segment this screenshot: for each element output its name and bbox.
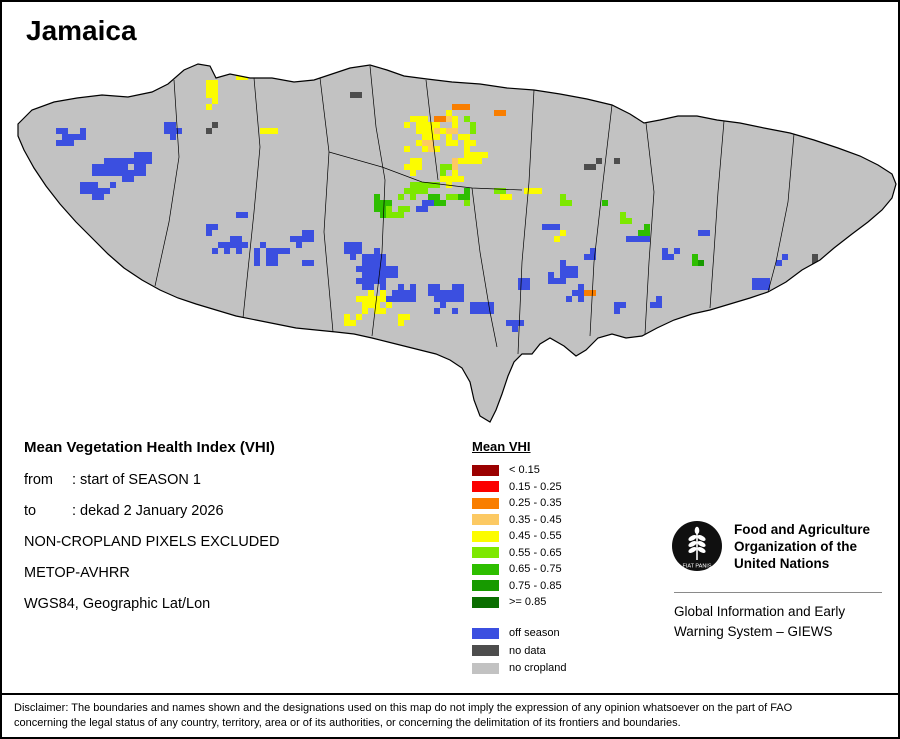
fao-giews-divider bbox=[674, 592, 882, 593]
legend-swatch bbox=[472, 497, 499, 509]
fao-block: FIAT PANIS Food and Agriculture Organiza… bbox=[670, 519, 870, 573]
legend-label: 0.35 - 0.45 bbox=[509, 513, 562, 526]
fao-logo-motto: FIAT PANIS bbox=[682, 564, 711, 570]
legend-swatch bbox=[472, 580, 499, 592]
island-fill bbox=[18, 64, 896, 422]
info-exclusion: NON-CROPLAND PIXELS EXCLUDED bbox=[24, 534, 280, 550]
legend-row: 0.75 - 0.85 bbox=[472, 578, 567, 595]
legend-swatch bbox=[472, 547, 499, 559]
disclaimer-line: Disclaimer: The boundaries and names sho… bbox=[14, 702, 793, 714]
legend-swatch bbox=[472, 464, 499, 476]
legend-class-list: < 0.15 0.15 - 0.25 0.25 - 0.35 0.35 - 0.45 0… bbox=[472, 462, 567, 611]
legend-row: 0.65 - 0.75 bbox=[472, 561, 567, 578]
legend-swatch bbox=[472, 481, 499, 493]
map-info-block: Mean Vegetation Health Index (VHI) from … bbox=[24, 439, 454, 627]
legend-label: no cropland bbox=[509, 662, 567, 675]
legend-swatch bbox=[472, 662, 499, 674]
giews-line: Global Information and Early bbox=[674, 604, 846, 619]
map-title: Jamaica bbox=[26, 15, 137, 46]
legend-swatch bbox=[472, 627, 499, 639]
disclaimer-line: concerning the legal status of any count… bbox=[14, 717, 681, 729]
legend-row: < 0.15 bbox=[472, 462, 567, 479]
legend-label: 0.55 - 0.65 bbox=[509, 546, 562, 559]
legend-swatch bbox=[472, 563, 499, 575]
parish-boundaries bbox=[154, 65, 795, 355]
info-projection: WGS84, Geographic Lat/Lon bbox=[24, 596, 211, 612]
giews-line: Warning System – GIEWS bbox=[674, 624, 833, 639]
legend-row: >= 0.85 bbox=[472, 594, 567, 611]
fao-name-line: United Nations bbox=[734, 555, 830, 571]
info-to-value: : dekad 2 January 2026 bbox=[72, 503, 224, 519]
info-sensor: METOP-AVHRR bbox=[24, 565, 130, 581]
legend-label: >= 0.85 bbox=[509, 596, 547, 609]
wheat-ear-icon bbox=[688, 526, 706, 560]
giews-text: Global Information and Early Warning Sys… bbox=[674, 602, 845, 642]
fao-name: Food and Agriculture Organization of the… bbox=[734, 521, 870, 572]
legend-row: 0.45 - 0.55 bbox=[472, 528, 567, 545]
legend-swatch bbox=[472, 645, 499, 657]
legend-row: 0.35 - 0.45 bbox=[472, 512, 567, 529]
info-from-row: from : start of SEASON 1 bbox=[24, 472, 454, 488]
info-heading: Mean Vegetation Health Index (VHI) bbox=[24, 439, 275, 456]
fao-name-line: Organization of the bbox=[734, 538, 857, 554]
fao-logo: FIAT PANIS bbox=[672, 521, 722, 571]
jamaica-map bbox=[17, 63, 897, 423]
info-to-row: to : dekad 2 January 2026 bbox=[24, 503, 454, 519]
legend-label: off season bbox=[509, 627, 560, 640]
legend-row: off season bbox=[472, 625, 567, 643]
vhi-legend: Mean VHI < 0.15 0.15 - 0.25 0.25 - 0.35 0.3… bbox=[472, 439, 567, 677]
legend-label: 0.45 - 0.55 bbox=[509, 530, 562, 543]
info-to-label: to bbox=[24, 503, 37, 519]
legend-label: 0.25 - 0.35 bbox=[509, 497, 562, 510]
legend-label: < 0.15 bbox=[509, 464, 540, 477]
legend-label: no data bbox=[509, 644, 546, 657]
fao-name-line: Food and Agriculture bbox=[734, 521, 870, 537]
legend-row: no data bbox=[472, 642, 567, 660]
legend-row: 0.15 - 0.25 bbox=[472, 479, 567, 496]
legend-label: 0.15 - 0.25 bbox=[509, 480, 562, 493]
legend-label: 0.65 - 0.75 bbox=[509, 563, 562, 576]
legend-swatch bbox=[472, 514, 499, 526]
island-outline bbox=[17, 63, 897, 423]
info-from-label: from bbox=[24, 472, 53, 488]
disclaimer: Disclaimer: The boundaries and names sho… bbox=[2, 693, 898, 731]
legend-row: 0.55 - 0.65 bbox=[472, 545, 567, 562]
legend-swatch bbox=[472, 530, 499, 542]
legend-title: Mean VHI bbox=[472, 439, 531, 454]
legend-label: 0.75 - 0.85 bbox=[509, 579, 562, 592]
legend-row: no cropland bbox=[472, 660, 567, 678]
legend-swatch bbox=[472, 596, 499, 608]
info-from-value: : start of SEASON 1 bbox=[72, 472, 201, 488]
legend-row: 0.25 - 0.35 bbox=[472, 495, 567, 512]
legend-extra-list: off season no data no cropland bbox=[472, 625, 567, 678]
